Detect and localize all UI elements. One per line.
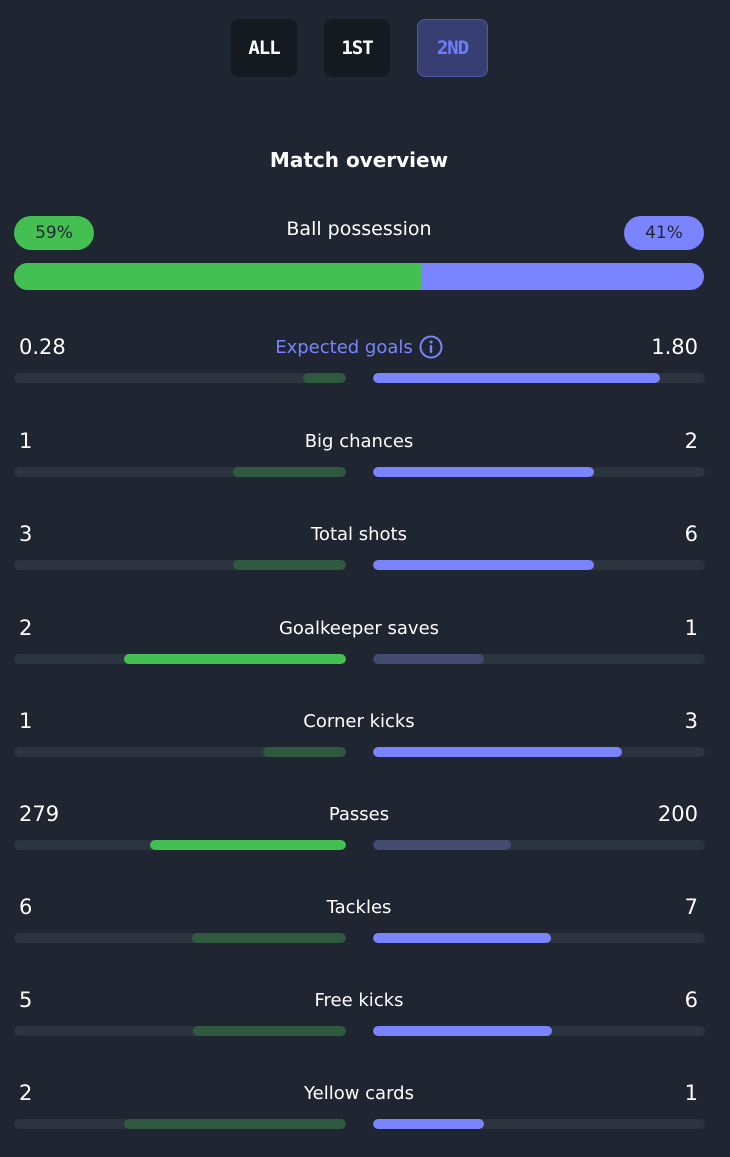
info-icon[interactable] bbox=[419, 335, 443, 359]
possession-away-badge: 41% bbox=[624, 216, 704, 250]
stat-away-value: 7 bbox=[684, 895, 698, 919]
away-bar-track bbox=[373, 373, 705, 383]
stat-label-text: Goalkeeper saves bbox=[278, 618, 440, 639]
stat-row: 3 Total shots 6 bbox=[0, 522, 730, 582]
stat-row: 6 Tackles 7 bbox=[0, 895, 730, 955]
stat-row: 0.28 Expected goals 1.80 bbox=[0, 335, 730, 395]
home-bar-fill bbox=[123, 654, 346, 664]
tab-1st[interactable]: 1ST bbox=[324, 19, 390, 77]
stat-row: 1 Big chances 2 bbox=[0, 429, 730, 489]
stat-away-value: 6 bbox=[684, 522, 698, 546]
home-bar-track bbox=[14, 1026, 346, 1036]
possession-label: Ball possession bbox=[286, 218, 432, 240]
home-bar-track bbox=[14, 840, 346, 850]
stat-label-text: Yellow cards bbox=[304, 1083, 414, 1104]
stat-home-value: 0.28 bbox=[19, 335, 66, 359]
home-bar-fill bbox=[193, 1026, 346, 1036]
period-tabs: ALL 1ST 2ND bbox=[0, 19, 730, 77]
home-bar-track bbox=[14, 1119, 346, 1129]
stat-home-value: 1 bbox=[19, 429, 33, 453]
stat-home-value: 5 bbox=[19, 988, 33, 1012]
stat-label-text: Big chances bbox=[304, 431, 414, 452]
stat-label: Tackles bbox=[0, 897, 718, 918]
home-bar-fill bbox=[233, 560, 346, 570]
stat-away-value: 200 bbox=[657, 802, 698, 826]
stat-away-value: 3 bbox=[684, 709, 698, 733]
stat-away-value: 1 bbox=[684, 616, 698, 640]
stat-label-text: Free kicks bbox=[314, 990, 404, 1011]
home-bar-track bbox=[14, 373, 346, 383]
stat-label: Passes bbox=[0, 804, 718, 825]
home-bar-fill bbox=[302, 373, 346, 383]
away-bar-fill bbox=[373, 1026, 553, 1036]
stat-label: Big chances bbox=[0, 431, 718, 452]
away-bar-fill bbox=[373, 1119, 485, 1129]
home-bar-fill bbox=[233, 467, 346, 477]
away-bar-track bbox=[373, 1026, 705, 1036]
stat-row: 279 Passes 200 bbox=[0, 802, 730, 862]
home-bar-track bbox=[14, 467, 346, 477]
stat-home-value: 3 bbox=[19, 522, 33, 546]
stat-home-value: 2 bbox=[19, 616, 33, 640]
stat-row: 2 Yellow cards 1 bbox=[0, 1081, 730, 1141]
away-bar-fill bbox=[373, 840, 511, 850]
home-bar-fill bbox=[191, 933, 346, 943]
stat-label-text: Corner kicks bbox=[303, 711, 415, 732]
stat-away-value: 1.80 bbox=[651, 335, 698, 359]
stat-row: 5 Free kicks 6 bbox=[0, 988, 730, 1048]
tab-all[interactable]: ALL bbox=[231, 19, 297, 77]
home-bar-track bbox=[14, 747, 346, 757]
away-bar-track bbox=[373, 1119, 705, 1129]
home-bar-fill bbox=[263, 747, 346, 757]
stat-away-value: 6 bbox=[684, 988, 698, 1012]
stat-away-value: 2 bbox=[684, 429, 698, 453]
home-bar-track bbox=[14, 560, 346, 570]
stat-label: Corner kicks bbox=[0, 711, 718, 732]
stat-home-value: 2 bbox=[19, 1081, 33, 1105]
section-title: Match overview bbox=[269, 148, 449, 172]
away-bar-fill bbox=[373, 467, 594, 477]
stat-label-text: Tackles bbox=[326, 897, 392, 918]
stat-row: 2 Goalkeeper saves 1 bbox=[0, 616, 730, 676]
away-bar-fill bbox=[373, 654, 485, 664]
away-bar-fill bbox=[373, 373, 661, 383]
home-bar-fill bbox=[150, 840, 346, 850]
home-bar-track bbox=[14, 654, 346, 664]
stat-row: 1 Corner kicks 3 bbox=[0, 709, 730, 769]
tab-2nd[interactable]: 2ND bbox=[417, 19, 488, 77]
away-bar-fill bbox=[373, 933, 551, 943]
away-bar-track bbox=[373, 467, 705, 477]
away-bar-fill bbox=[373, 747, 622, 757]
home-bar-track bbox=[14, 933, 346, 943]
possession-bar bbox=[14, 263, 704, 290]
stat-home-value: 1 bbox=[19, 709, 33, 733]
away-bar-track bbox=[373, 654, 705, 664]
possession-away-fill bbox=[421, 263, 704, 290]
away-bar-track bbox=[373, 560, 705, 570]
stat-label-text: Expected goals bbox=[275, 337, 413, 358]
stat-away-value: 1 bbox=[684, 1081, 698, 1105]
away-bar-track bbox=[373, 933, 705, 943]
stat-home-value: 6 bbox=[19, 895, 33, 919]
home-bar-fill bbox=[123, 1119, 346, 1129]
possession-home-badge: 59% bbox=[14, 216, 94, 250]
possession-home-fill bbox=[14, 263, 422, 290]
away-bar-fill bbox=[373, 560, 594, 570]
stat-label-text: Passes bbox=[328, 804, 390, 825]
stat-home-value: 279 bbox=[19, 802, 60, 826]
expected-goals-link[interactable]: Expected goals bbox=[0, 335, 718, 359]
stat-label: Yellow cards bbox=[0, 1083, 718, 1104]
stat-label: Total shots bbox=[0, 524, 718, 545]
stat-label-text: Total shots bbox=[311, 524, 407, 545]
away-bar-track bbox=[373, 747, 705, 757]
stat-label: Free kicks bbox=[0, 990, 718, 1011]
away-bar-track bbox=[373, 840, 705, 850]
stat-label: Goalkeeper saves bbox=[0, 618, 718, 639]
